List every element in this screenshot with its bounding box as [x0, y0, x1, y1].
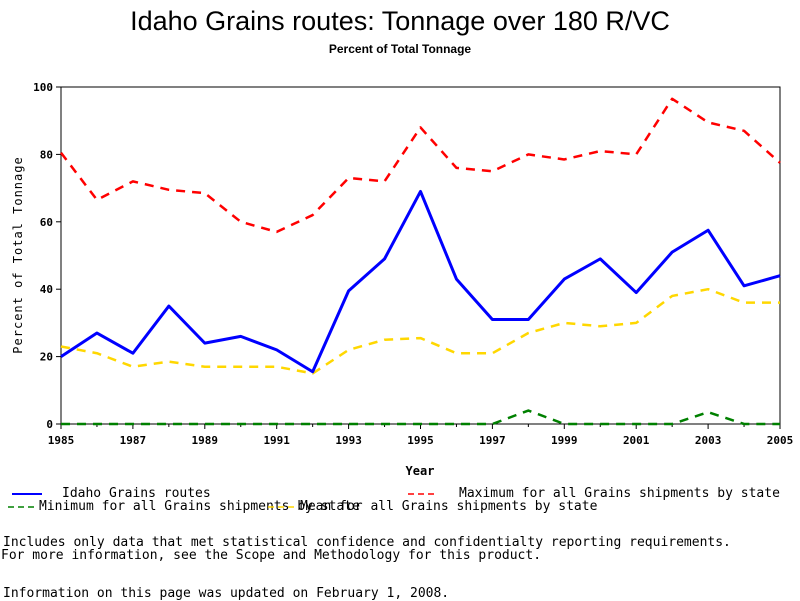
x-tick-label: 1995	[407, 434, 434, 447]
series-line-minimum-for-all-grains-shipments-by-state	[61, 411, 780, 424]
x-tick-label: 1993	[335, 434, 362, 447]
series-line-idaho-grains-routes	[61, 191, 780, 371]
footnote-methodology: For more information, see the Scope and …	[1, 548, 541, 563]
y-tick-label: 40	[40, 283, 53, 296]
series-line-maximum-for-all-grains-shipments-by-state	[61, 99, 780, 232]
y-tick-label: 100	[33, 81, 53, 94]
chart-svg: 0 20 40 60 80 100 1985 1987 1989 1991 1993 1995 1997…	[0, 0, 800, 485]
plot-frame	[61, 87, 780, 424]
x-tick-label: 2001	[623, 434, 650, 447]
x-tick-label: 1987	[120, 434, 147, 447]
x-axis-label: Year	[406, 464, 435, 478]
x-tick-label: 1991	[263, 434, 290, 447]
x-tick-label: 2003	[695, 434, 722, 447]
x-tick-label: 1997	[479, 434, 506, 447]
x-tick-label: 2005	[767, 434, 794, 447]
y-tick-label: 0	[46, 418, 53, 431]
x-tick-label: 1989	[192, 434, 219, 447]
legend-label-mean: Mean for all Grains shipments by state	[300, 499, 597, 514]
series-line-mean-for-all-grains-shipments-by-state	[61, 289, 780, 373]
y-axis-label: Percent of Total Tonnage	[11, 156, 25, 353]
y-tick-label: 20	[40, 351, 53, 364]
legend-swatch-mean	[268, 501, 298, 513]
legend-swatch-minimum	[8, 501, 38, 513]
x-tick-label: 1999	[551, 434, 578, 447]
y-tick-label: 60	[40, 216, 53, 229]
footnote-updated: Information on this page was updated on …	[3, 586, 449, 601]
x-tick-label: 1985	[48, 434, 75, 447]
y-tick-label: 80	[40, 148, 53, 161]
